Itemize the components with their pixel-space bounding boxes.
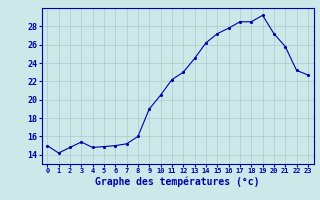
X-axis label: Graphe des températures (°c): Graphe des températures (°c) [95, 177, 260, 187]
